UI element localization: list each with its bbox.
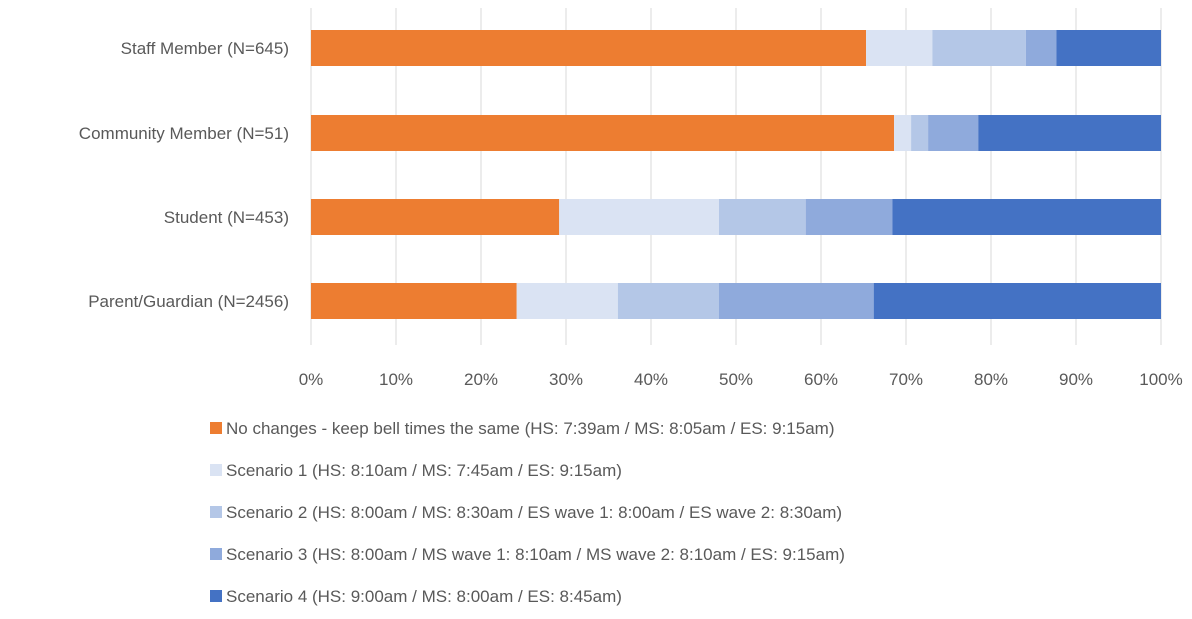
bar-segment-series-2-row-3 [559,199,719,235]
category-labels: Staff Member (N=645) Community Member (N=… [79,39,289,311]
x-tick-label: 80% [974,370,1008,389]
bar-segment-series-1-row-3 [311,199,560,235]
legend-item: Scenario 4 (HS: 9:00am / MS: 8:00am / ES… [210,587,622,606]
x-tick-label: 50% [719,370,753,389]
legend-label: Scenario 1 (HS: 8:10am / MS: 7:45am / ES… [226,461,622,480]
x-tick-label: 40% [634,370,668,389]
bar-segment-series-4-row-3 [805,199,893,235]
legend-swatch [210,548,222,560]
bar-segment-series-3-row-2 [911,115,929,151]
bar-segment-series-2-row-2 [894,115,912,151]
x-tick-label: 60% [804,370,838,389]
bar-segment-series-4-row-1 [1025,30,1057,66]
legend-label: Scenario 4 (HS: 9:00am / MS: 8:00am / ES… [226,587,622,606]
legend-swatch [210,464,222,476]
category-label: Parent/Guardian (N=2456) [88,292,289,311]
bar-segment-series-2-row-1 [866,30,933,66]
bar-segment-series-1-row-4 [311,283,517,319]
legend: No changes - keep bell times the same (H… [210,419,845,606]
x-tick-label: 30% [549,370,583,389]
legend-item: Scenario 2 (HS: 8:00am / MS: 8:30am / ES… [210,503,842,522]
x-tick-label: 0% [299,370,324,389]
category-label: Community Member (N=51) [79,124,289,143]
legend-swatch [210,506,222,518]
bar-segment-series-3-row-3 [719,199,806,235]
bar-segment-series-1-row-2 [311,115,895,151]
bar-segment-series-3-row-1 [932,30,1026,66]
legend-label: Scenario 2 (HS: 8:00am / MS: 8:30am / ES… [226,503,842,522]
bar-segment-series-5-row-2 [978,115,1161,151]
x-tick-label: 100% [1139,370,1182,389]
bar-segment-series-4-row-4 [719,283,874,319]
legend-item: Scenario 3 (HS: 8:00am / MS wave 1: 8:10… [210,545,845,564]
category-label: Student (N=453) [164,208,289,227]
legend-label: No changes - keep bell times the same (H… [226,419,835,438]
bars [311,30,1161,319]
legend-item: Scenario 1 (HS: 8:10am / MS: 7:45am / ES… [210,461,622,480]
legend-label: Scenario 3 (HS: 8:00am / MS wave 1: 8:10… [226,545,845,564]
bar-segment-series-1-row-1 [311,30,867,66]
x-axis-ticks: 0% 10% 20% 30% 40% 50% 60% 70% 80% 90% 100% [299,370,1183,389]
x-tick-label: 20% [464,370,498,389]
x-tick-label: 70% [889,370,923,389]
bar-segment-series-5-row-4 [873,283,1161,319]
bar-segment-series-5-row-1 [1056,30,1161,66]
bar-segment-series-4-row-2 [928,115,979,151]
x-tick-label: 10% [379,370,413,389]
x-tick-label: 90% [1059,370,1093,389]
bar-segment-series-2-row-4 [516,283,618,319]
bar-segment-series-5-row-3 [892,199,1161,235]
legend-swatch [210,590,222,602]
legend-swatch [210,422,222,434]
legend-item: No changes - keep bell times the same (H… [210,419,835,438]
category-label: Staff Member (N=645) [121,39,289,58]
bar-segment-series-3-row-4 [617,283,719,319]
